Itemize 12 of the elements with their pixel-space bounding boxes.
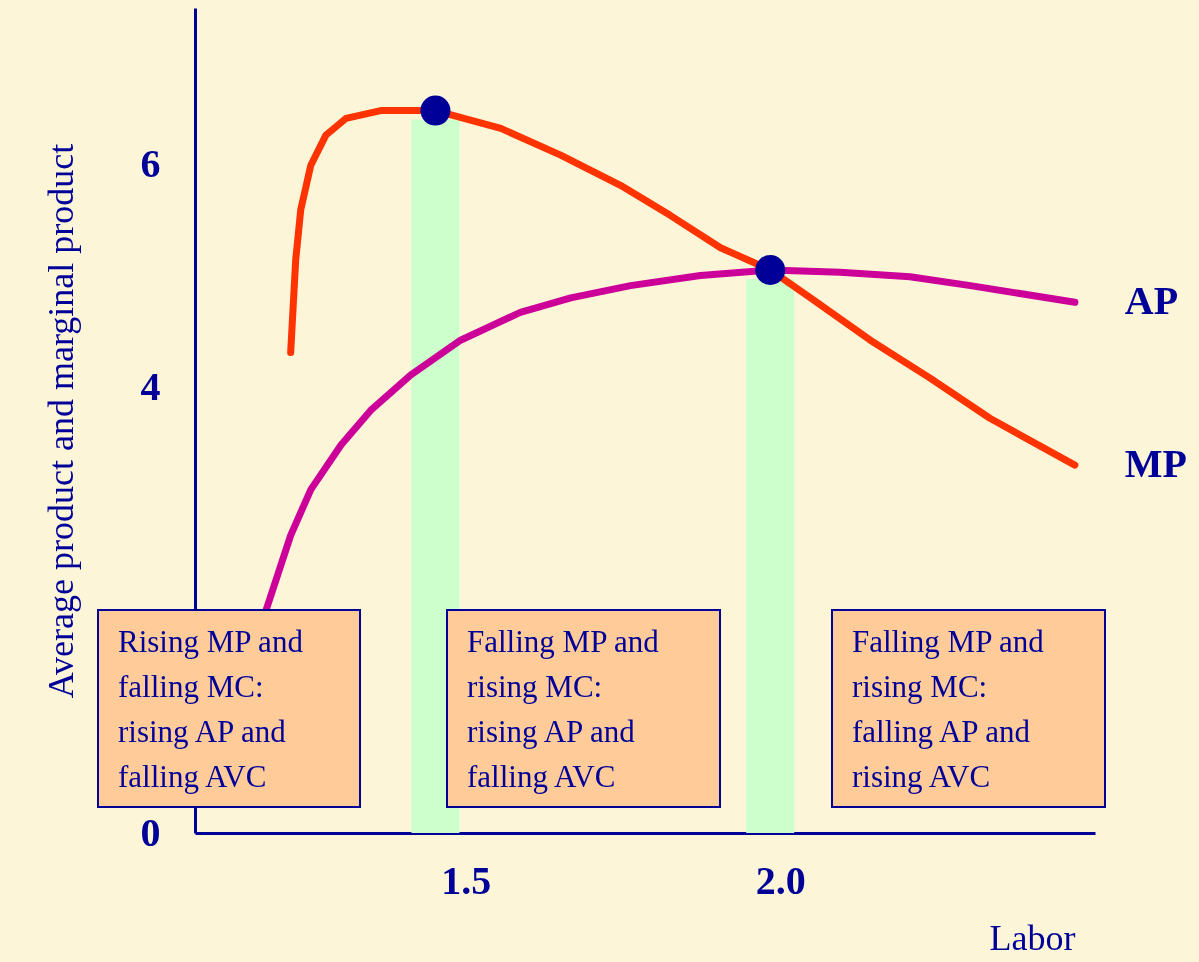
annotation: Falling MP and rising MC: falling AP and rising AVC [852,624,1045,794]
y-tick-label: 0 [140,809,161,855]
annotation: Rising MP and falling MC: rising AP and falling AVC [118,624,304,794]
series-label: AP [1124,278,1179,324]
x-axis-title: Labor [989,917,1076,958]
y-tick-label: 4 [140,363,161,409]
x-tick-label: 2.0 [755,857,806,903]
x-tick-label: 1.5 [441,857,492,903]
y-axis-title: Average product and marginal product [40,143,81,699]
y-tick-label: 6 [140,140,161,186]
annotation: Falling MP and rising MC: rising AP and falling AVC [467,624,660,794]
series-label: MP [1124,441,1188,487]
